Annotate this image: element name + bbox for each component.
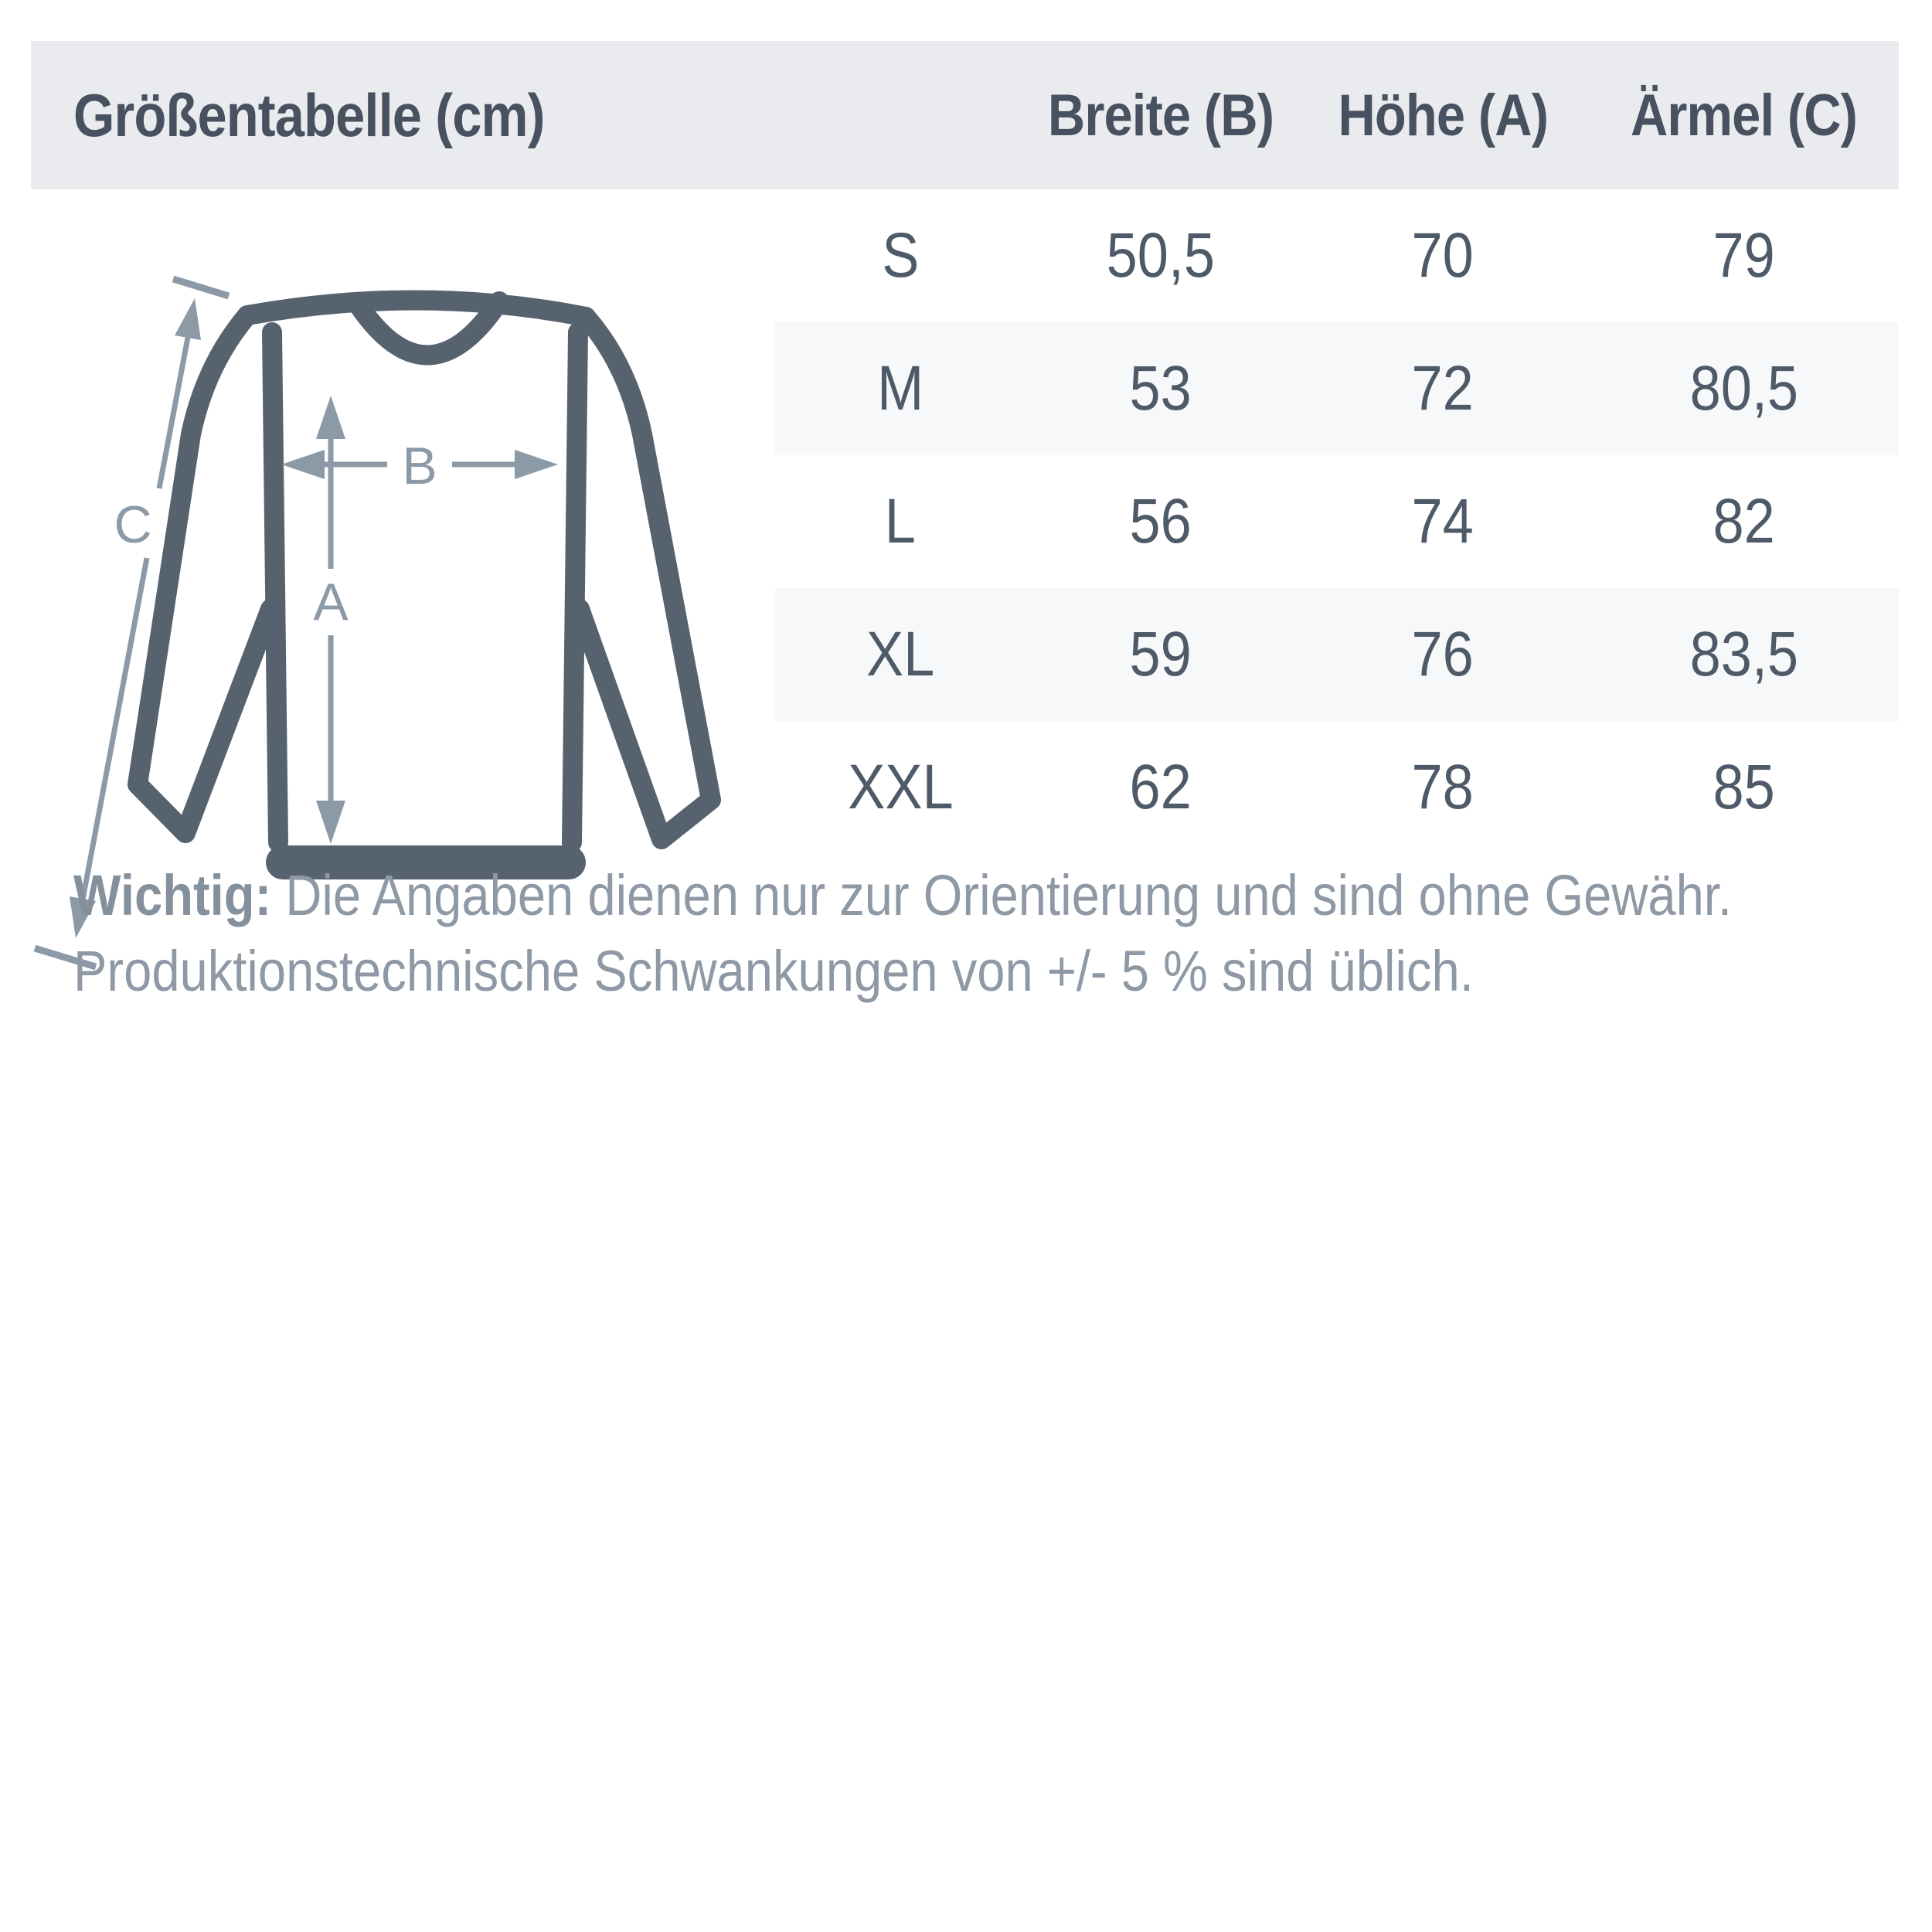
page-title: Größentabelle (cm)	[31, 80, 609, 151]
note-line-1: Wichtig: Die Angaben dienen nur zur Orie…	[73, 863, 1732, 927]
measurement-arrow-a	[316, 396, 345, 844]
table-row-m: M 53 72 80,5	[775, 322, 1899, 455]
table-row-l: L 56 74 82	[775, 455, 1899, 588]
sweater-outline-icon	[128, 290, 721, 852]
breite-cell: 56	[1129, 486, 1192, 556]
aermel-cell: 83,5	[1689, 619, 1799, 689]
note-line-2: Produktionstechnische Schwankungen von +…	[73, 939, 1474, 1003]
size-cell: S	[881, 220, 920, 291]
table-row-xxl: XXL 62 78 85	[775, 721, 1899, 854]
right-sleeve	[570, 307, 721, 849]
note-text: Wichtig: Die Angaben dienen nur zur Orie…	[73, 858, 1897, 1009]
tick-top	[172, 275, 230, 300]
left-sleeve	[128, 305, 281, 843]
table-row-xl: XL 59 76 83,5	[775, 588, 1899, 721]
collar-icon	[347, 291, 509, 366]
size-cell: XXL	[847, 752, 954, 822]
column-headers: Breite (B) Höhe (A) Ärmel (C)	[1026, 41, 1899, 189]
aermel-cell: 79	[1713, 220, 1776, 291]
breite-cell: 50,5	[1106, 220, 1216, 291]
measurement-arrow-b	[281, 450, 558, 479]
breite-cell: 62	[1129, 752, 1192, 822]
hoehe-cell: 78	[1411, 752, 1475, 822]
right-body-seam	[562, 322, 588, 852]
shoulder-line	[237, 290, 596, 327]
size-cell: XL	[866, 619, 935, 689]
left-body-seam	[262, 322, 288, 852]
measurement-label-c: C	[114, 495, 151, 554]
breite-cell: 53	[1129, 353, 1192, 423]
table-row-s: S 50,5 70 79	[775, 189, 1899, 322]
measurement-label-a: A	[313, 573, 349, 631]
size-cell: M	[876, 353, 924, 423]
size-table: S 50,5 70 79 M 53 72 80,5 L 56 74 82 XL …	[775, 189, 1899, 854]
hoehe-cell: 70	[1411, 220, 1475, 291]
aermel-cell: 82	[1713, 486, 1776, 556]
column-header-breite: Breite (B)	[1047, 82, 1274, 148]
size-cell: L	[884, 486, 917, 556]
measurement-label-b: B	[402, 437, 437, 495]
aermel-cell: 80,5	[1689, 353, 1799, 423]
aermel-cell: 85	[1713, 752, 1776, 822]
hoehe-cell: 74	[1411, 486, 1475, 556]
breite-cell: 59	[1129, 619, 1192, 689]
header-bar: Größentabelle (cm)	[31, 41, 1899, 189]
page-title-text: Größentabelle (cm)	[73, 80, 546, 149]
note-important-label: Wichtig:	[73, 863, 272, 927]
hoehe-cell: 76	[1411, 619, 1475, 689]
column-header-hoehe: Höhe (A)	[1338, 82, 1548, 148]
column-header-aermel: Ärmel (C)	[1631, 82, 1858, 148]
hoehe-cell: 72	[1411, 353, 1475, 423]
